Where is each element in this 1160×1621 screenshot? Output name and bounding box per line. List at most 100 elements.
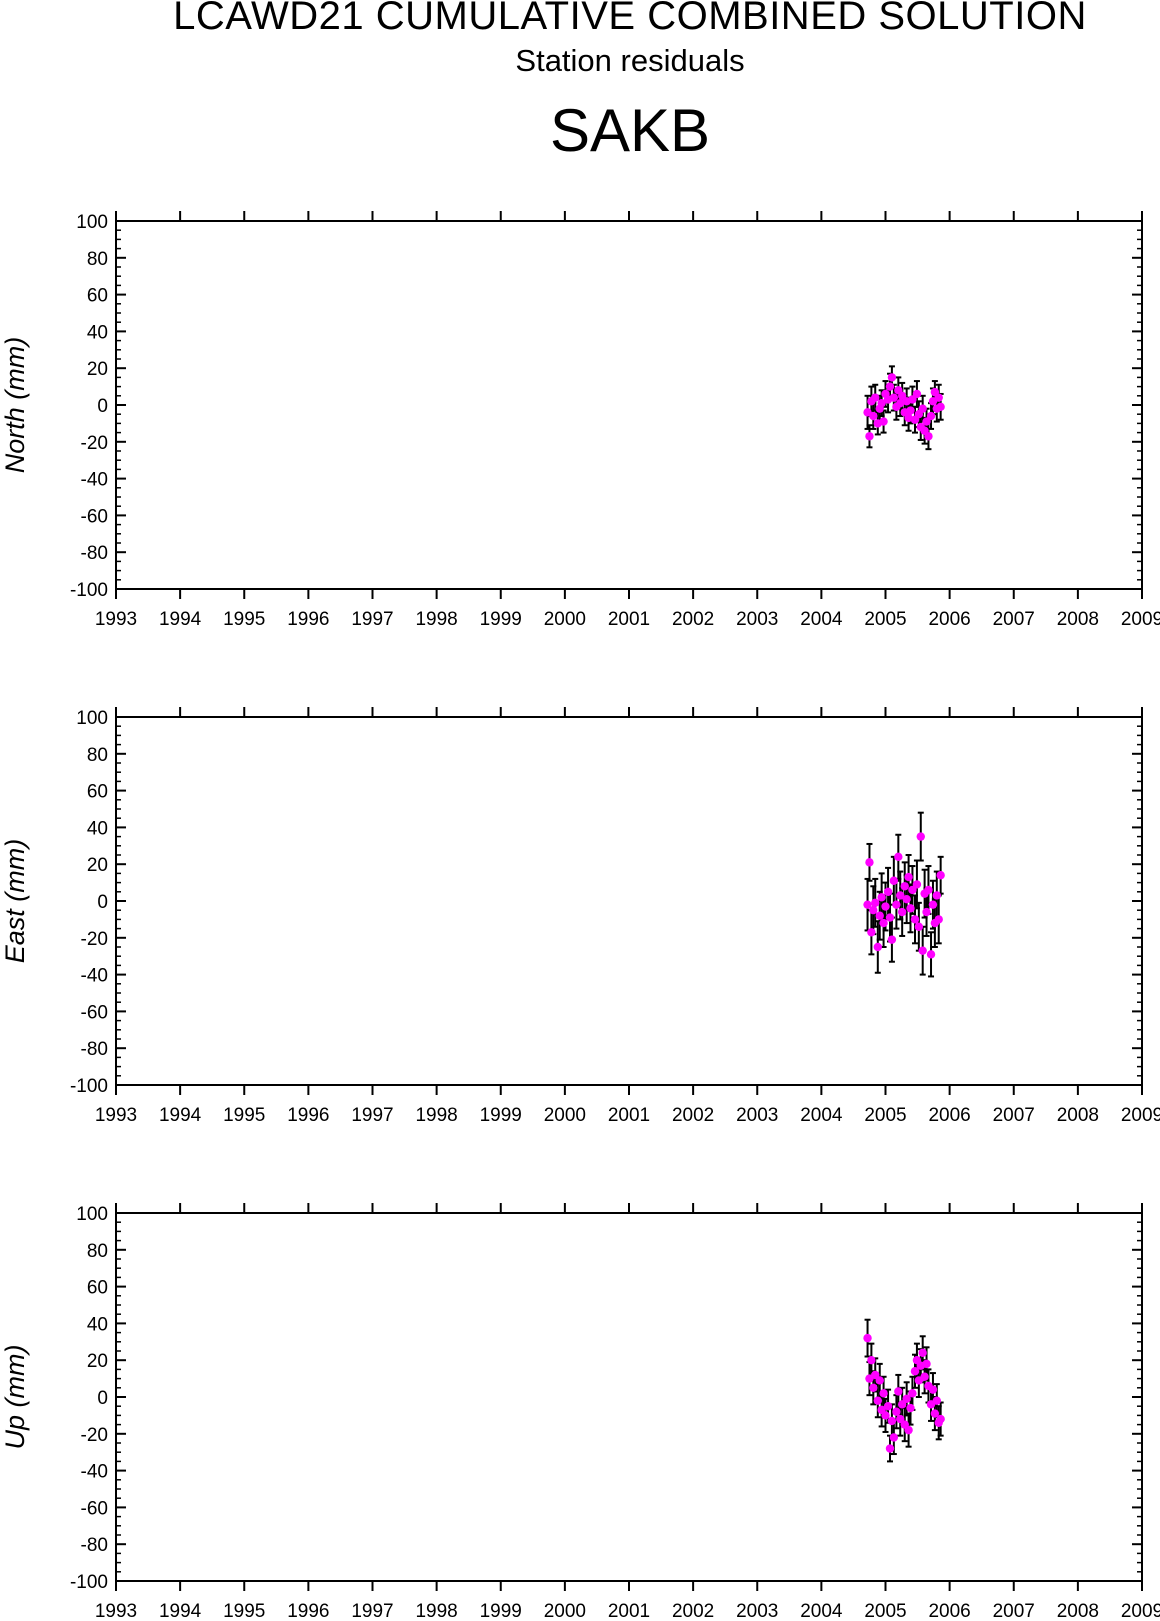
x-tick-label: 2001 xyxy=(608,1105,650,1126)
y-tick-label: 60 xyxy=(87,286,108,307)
panel-3: Up (mm) 100 80 60 40 20 0 -20 -40 -60 -80 -100 1993 1… xyxy=(0,1203,1160,1621)
data-point xyxy=(918,946,927,955)
y-tick-label: -80 xyxy=(81,1535,108,1556)
x-tick-label: 1993 xyxy=(95,1601,137,1621)
y-tick-label: -100 xyxy=(70,580,108,601)
x-tick-label: 1996 xyxy=(287,609,329,630)
x-tick-label: 1993 xyxy=(95,1105,137,1126)
data-point xyxy=(930,1409,940,1418)
y-tick-label: 80 xyxy=(87,745,108,766)
x-tick-label: 2006 xyxy=(928,1105,970,1126)
data-point xyxy=(932,891,941,900)
y-tick-label: 60 xyxy=(87,782,108,803)
data-point xyxy=(877,398,886,408)
y-tick-label: 60 xyxy=(87,1278,108,1299)
station-name: SAKB xyxy=(549,97,711,164)
x-tick-label: 2005 xyxy=(864,1105,906,1126)
data-point xyxy=(906,406,915,415)
data-point xyxy=(889,393,899,402)
x-tick-label: 1998 xyxy=(415,1105,457,1126)
data-point xyxy=(875,911,884,920)
data-point xyxy=(904,1425,913,1435)
data-point xyxy=(869,411,878,421)
chart-subtitle: Station residuals xyxy=(515,43,745,78)
x-tick-label: 1995 xyxy=(223,1105,265,1126)
y-tick-label: 0 xyxy=(97,1388,108,1409)
data-point xyxy=(887,1416,897,1426)
data-point xyxy=(922,1359,931,1369)
y-tick-label: -80 xyxy=(81,1039,108,1060)
y-tick-label: 100 xyxy=(76,708,108,729)
y-tick-label: -80 xyxy=(81,543,108,564)
data-point xyxy=(877,893,886,902)
x-tick-label: 2008 xyxy=(1057,609,1099,630)
y-tick-label: -20 xyxy=(81,1425,108,1446)
x-tick-label: 2003 xyxy=(736,609,778,630)
data-point xyxy=(932,1396,941,1405)
data-point xyxy=(887,373,897,382)
data-point xyxy=(869,1383,878,1393)
data-point xyxy=(863,1333,872,1343)
y-tick-label: -60 xyxy=(81,1002,108,1023)
data-point xyxy=(926,411,936,421)
data-point xyxy=(914,922,924,931)
y-tick-label: 80 xyxy=(87,1241,108,1262)
data-point xyxy=(926,950,936,959)
y-tick-label: -40 xyxy=(81,1462,108,1483)
data-point xyxy=(885,913,895,922)
x-tick-label: 2007 xyxy=(993,609,1035,630)
data-point xyxy=(889,876,899,885)
data-point xyxy=(867,1356,876,1365)
data-point xyxy=(920,1372,929,1381)
data-point xyxy=(894,852,903,862)
data-point xyxy=(916,832,925,841)
x-tick-label: 1995 xyxy=(223,1601,265,1621)
x-tick-label: 2000 xyxy=(544,609,586,630)
y-tick-label: -60 xyxy=(81,506,108,527)
x-tick-label: 1994 xyxy=(159,609,202,630)
data-point xyxy=(875,1376,884,1385)
data-point xyxy=(902,894,911,904)
x-tick-label: 2003 xyxy=(736,1105,778,1126)
x-tick-label: 2007 xyxy=(993,1601,1035,1621)
data-point xyxy=(936,1414,945,1424)
data-point xyxy=(928,900,938,909)
y-tick-label: 80 xyxy=(87,249,108,270)
x-tick-label: 2008 xyxy=(1057,1601,1099,1621)
data-point xyxy=(889,1433,899,1442)
data-point xyxy=(885,1444,895,1453)
data-point xyxy=(879,417,888,426)
chart-title: LCAWD21 CUMULATIVE COMBINED SOLUTION xyxy=(173,0,1087,38)
data-point xyxy=(906,904,915,913)
data-point xyxy=(918,1348,927,1358)
x-tick-label: 1994 xyxy=(159,1601,202,1621)
data-point xyxy=(881,1411,890,1420)
y-tick-label: 20 xyxy=(87,855,108,876)
x-tick-label: 2004 xyxy=(800,1105,843,1126)
x-tick-label: 2009 xyxy=(1121,1105,1160,1126)
x-tick-label: 2007 xyxy=(993,1105,1035,1126)
y-tick-label: 40 xyxy=(87,1314,108,1335)
data-point xyxy=(904,872,913,882)
data-point xyxy=(900,882,909,891)
plot-frame xyxy=(115,220,1143,590)
y-tick-label: 40 xyxy=(87,818,108,839)
data-point xyxy=(863,900,872,909)
data-point xyxy=(934,915,943,924)
data-point xyxy=(883,887,893,896)
x-tick-label: 2009 xyxy=(1121,1601,1160,1621)
y-tick-label: -100 xyxy=(70,1572,108,1593)
data-point xyxy=(867,928,876,937)
data-point xyxy=(865,858,874,867)
x-tick-label: 2003 xyxy=(736,1601,778,1621)
data-point xyxy=(910,915,920,924)
data-point xyxy=(871,393,880,402)
data-point xyxy=(912,880,922,889)
data-point xyxy=(865,432,874,441)
data-point xyxy=(936,402,945,412)
data-point xyxy=(879,1389,888,1398)
y-tick-label: 20 xyxy=(87,1351,108,1372)
y-tick-label: 0 xyxy=(97,892,108,913)
panel-1: North (mm) 100 80 60 40 20 0 -20 -40 -60 -80 -100 19… xyxy=(0,211,1160,630)
x-tick-label: 2006 xyxy=(928,609,970,630)
